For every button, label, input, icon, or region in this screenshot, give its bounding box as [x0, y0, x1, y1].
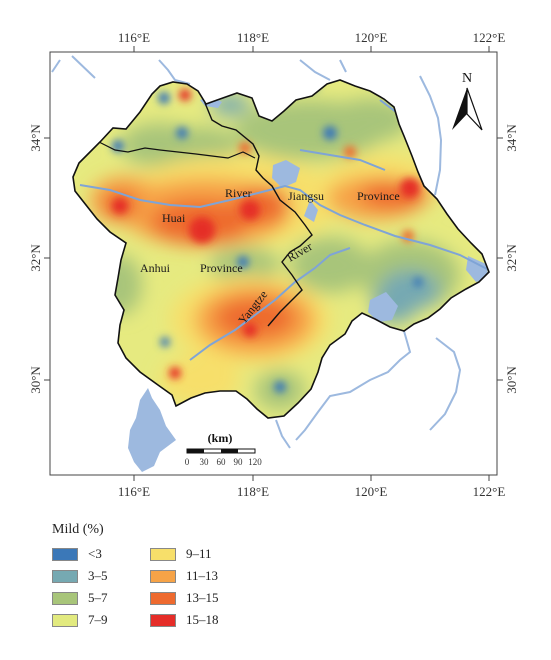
legend-item-5-7: 5–7 [52, 589, 202, 609]
lon-tick-top-122: 122°E [473, 30, 506, 45]
label-jiangsu: Jiangsu [288, 189, 324, 203]
legend-label: 11–13 [186, 568, 219, 583]
lon-tick-top-116: 116°E [118, 30, 150, 45]
legend-item-7-9: 7–9 [52, 611, 202, 631]
label-anhui-province: Province [200, 261, 243, 275]
legend-swatch [150, 592, 176, 605]
lon-tick-bottom-120: 120°E [355, 484, 388, 499]
lon-tick-bottom-116: 116°E [118, 484, 150, 499]
scale-tick-60: 60 [217, 457, 227, 467]
north-arrow-icon [452, 88, 467, 130]
province-border [204, 102, 313, 327]
legend-swatch [150, 614, 176, 627]
legend-swatch [52, 592, 78, 605]
legend-label: 3–5 [88, 568, 108, 583]
lat-tick-left-30: 30°N [28, 366, 43, 394]
legend-label: 15–18 [186, 612, 219, 627]
legend-label: 7–9 [88, 612, 108, 627]
scale-tick-90: 90 [234, 457, 244, 467]
lat-tick-left-32: 32°N [28, 244, 43, 272]
legend-item-11-13: 11–13 [150, 567, 300, 587]
outside-water-features [51, 55, 462, 449]
legend-label: 9–11 [186, 546, 212, 561]
scale-bar: (km) 0 30 60 90 120 [185, 431, 263, 467]
legend-swatch [150, 570, 176, 583]
inland-lakes [200, 96, 489, 322]
scale-bar-unit: (km) [208, 431, 233, 445]
scale-tick-120: 120 [248, 457, 262, 467]
legend-swatch [150, 548, 176, 561]
legend-item-13-15: 13–15 [150, 589, 300, 609]
label-huai-river: River [225, 186, 252, 200]
legend-title: Mild (%) [52, 522, 104, 537]
legend-label: 13–15 [186, 590, 219, 605]
lat-tick-right-32: 32°N [504, 244, 519, 272]
axis-ticks [44, 46, 503, 481]
lon-tick-top-118: 118°E [237, 30, 269, 45]
scale-tick-30: 30 [200, 457, 210, 467]
label-huai: Huai [162, 211, 186, 225]
lon-tick-top-120: 120°E [355, 30, 388, 45]
lat-tick-right-30: 30°N [504, 366, 519, 394]
lon-tick-bottom-122: 122°E [473, 484, 506, 499]
legend-item-15-18: 15–18 [150, 611, 300, 631]
label-anhui: Anhui [140, 261, 171, 275]
scale-tick-0: 0 [185, 457, 190, 467]
legend-item-9-11: 9–11 [150, 545, 300, 565]
lat-tick-right-34: 34°N [504, 124, 519, 152]
north-arrow: N [452, 71, 483, 131]
lon-tick-bottom-118: 118°E [237, 484, 269, 499]
province-border-north [98, 141, 256, 159]
legend-swatch [52, 570, 78, 583]
lat-tick-left-34: 34°N [28, 124, 43, 152]
legend-swatch [52, 614, 78, 627]
label-jiangsu-province: Province [357, 189, 400, 203]
legend-item-lt3: <3 [52, 545, 202, 565]
legend-label: 5–7 [88, 590, 108, 605]
legend-item-3-5: 3–5 [52, 567, 202, 587]
legend-label: <3 [88, 546, 102, 561]
lake-lower-left [128, 388, 176, 472]
north-arrow-label: N [462, 71, 472, 86]
legend-swatch [52, 548, 78, 561]
